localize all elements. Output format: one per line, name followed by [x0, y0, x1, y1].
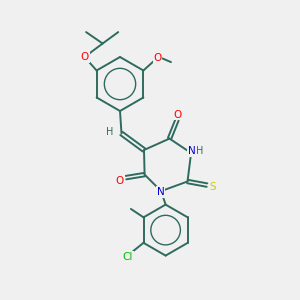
Text: O: O — [116, 176, 124, 186]
Text: S: S — [210, 182, 216, 192]
Text: O: O — [173, 110, 182, 120]
Text: O: O — [80, 52, 89, 62]
Text: N: N — [157, 187, 164, 197]
Text: Cl: Cl — [122, 252, 133, 262]
Text: N: N — [188, 146, 196, 156]
Text: H: H — [106, 127, 114, 137]
Text: H: H — [196, 146, 204, 156]
Text: O: O — [153, 52, 162, 63]
